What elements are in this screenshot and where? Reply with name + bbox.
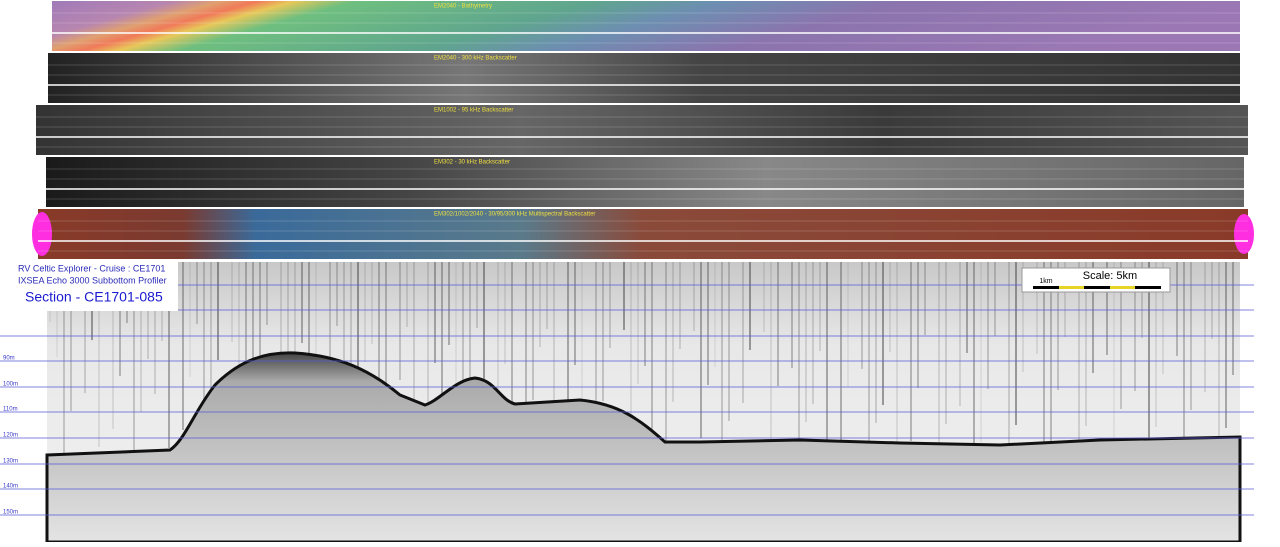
depth-label: 90m — [3, 356, 15, 362]
depth-label: 140m — [3, 484, 18, 490]
depth-label: 120m — [3, 433, 18, 439]
panel-edge — [32, 212, 52, 256]
scale-unit: 1km — [1039, 278, 1052, 285]
panel-label: EM2040 - Bathymetry — [434, 4, 492, 10]
panel-edge — [1234, 214, 1254, 254]
scale-bar — [1033, 286, 1161, 289]
panel — [46, 157, 1244, 207]
depth-label: 100m — [3, 382, 18, 388]
header-line: RV Celtic Explorer - Cruise : CE1701 — [18, 263, 165, 273]
header-line: IXSEA Echo 3000 Subbottom Profiler — [18, 275, 167, 285]
panel-label: EM302/1002/2040 - 30/95/300 kHz Multispe… — [434, 212, 595, 218]
scale-segment — [1110, 286, 1135, 289]
depth-label: 150m — [3, 510, 18, 516]
scale-title: Scale: 5km — [1083, 270, 1137, 282]
panel-label: EM1002 - 95 kHz Backscatter — [434, 108, 513, 114]
panel-label: EM302 - 30 kHz Backscatter — [434, 160, 510, 166]
seabed — [45, 351, 1242, 544]
panel-label: EM2040 - 300 kHz Backscatter — [434, 56, 517, 62]
depth-label: 110m — [3, 407, 18, 413]
header-box — [0, 262, 178, 311]
scale-segment — [1033, 286, 1161, 289]
section-title: Section - CE1701-085 — [25, 289, 163, 305]
multibeam-panels: EM2040 - Bathymetry EM2040 - 300 kHz Back… — [32, 1, 1254, 259]
panel — [48, 53, 1240, 103]
scale-segment — [1059, 286, 1084, 289]
depth-label: 130m — [3, 459, 18, 465]
depth-scale: 60m70m90m100m110m120m130m140m150m — [0, 280, 1254, 516]
panel — [52, 1, 1240, 51]
panel — [36, 105, 1248, 155]
panel — [38, 209, 1248, 259]
